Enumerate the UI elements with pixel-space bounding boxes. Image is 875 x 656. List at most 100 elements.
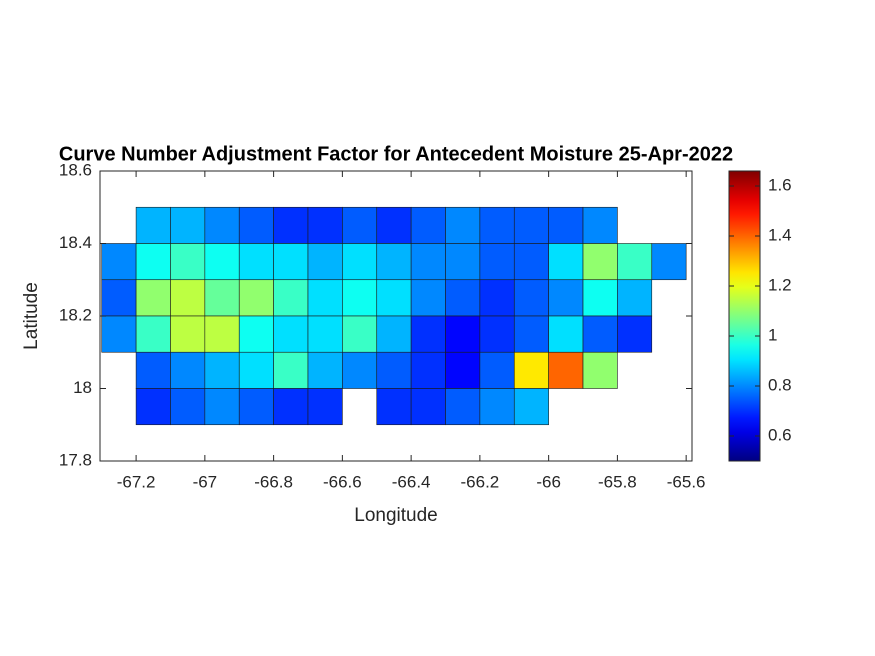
map-cell <box>617 315 653 353</box>
map-cell <box>342 315 378 353</box>
x-tick-label: -66.4 <box>392 472 431 491</box>
map-cell <box>513 351 549 389</box>
map-cell <box>170 315 206 353</box>
map-cell <box>548 279 584 317</box>
map-cell <box>135 388 171 426</box>
x-tick-label: -67 <box>193 472 218 491</box>
map-cell <box>204 315 240 353</box>
map-cell <box>204 388 240 426</box>
map-cell <box>376 279 412 317</box>
map-cell <box>273 243 309 281</box>
chart-title: Curve Number Adjustment Factor for Antec… <box>59 143 733 165</box>
map-cell <box>342 351 378 389</box>
colorbar-tick-label: 0.6 <box>768 425 792 444</box>
map-cell <box>479 243 515 281</box>
map-cell <box>135 279 171 317</box>
map-cell <box>582 315 618 353</box>
map-cell <box>170 351 206 389</box>
map-cell <box>307 279 343 317</box>
map-cell <box>376 351 412 389</box>
x-tick-label: -65.6 <box>667 472 706 491</box>
map-cell <box>307 243 343 281</box>
colorbar-tick-label: 1.6 <box>768 175 792 194</box>
map-cell <box>204 206 240 244</box>
map-cell <box>651 243 687 281</box>
map-cell <box>410 206 446 244</box>
map-cell <box>342 243 378 281</box>
map-cell <box>479 351 515 389</box>
map-cell <box>410 351 446 389</box>
map-cell <box>445 388 481 426</box>
y-tick-label: 18.4 <box>59 233 92 252</box>
map-cell <box>479 206 515 244</box>
map-cell <box>582 351 618 389</box>
map-cell <box>617 279 653 317</box>
y-tick-label: 18.2 <box>59 305 92 324</box>
y-axis-label: Latitude <box>21 282 42 350</box>
map-cell <box>479 315 515 353</box>
map-cell <box>445 351 481 389</box>
map-cell <box>445 206 481 244</box>
map-cell <box>170 243 206 281</box>
map-cell <box>410 315 446 353</box>
map-cell <box>204 243 240 281</box>
map-cell <box>410 243 446 281</box>
colorbar-tick-label: 1.4 <box>768 225 792 244</box>
y-tick-label: 18.6 <box>59 160 92 179</box>
map-cell <box>445 243 481 281</box>
map-cell <box>135 315 171 353</box>
map-cell <box>342 206 378 244</box>
map-cell <box>479 279 515 317</box>
map-cell <box>513 206 549 244</box>
colorbar-tick-label: 0.8 <box>768 375 792 394</box>
map-cell <box>238 315 274 353</box>
map-cell <box>204 279 240 317</box>
x-tick-label: -67.2 <box>117 472 156 491</box>
map-cell <box>548 206 584 244</box>
map-cell <box>273 315 309 353</box>
map-cell <box>238 243 274 281</box>
colorbar-tick-label: 1.2 <box>768 275 792 294</box>
map-cell <box>238 206 274 244</box>
y-tick-label: 18 <box>73 378 92 397</box>
x-axis-label: Longitude <box>354 505 437 526</box>
map-cell <box>445 279 481 317</box>
map-cell <box>170 279 206 317</box>
x-tick-label: -65.8 <box>598 472 637 491</box>
x-tick-label: -66.2 <box>461 472 500 491</box>
map-cell <box>582 206 618 244</box>
map-cells <box>101 206 687 426</box>
map-cell <box>238 351 274 389</box>
map-cell <box>410 388 446 426</box>
map-cell <box>307 315 343 353</box>
map-cell <box>445 315 481 353</box>
map-cell <box>170 388 206 426</box>
map-cell <box>307 351 343 389</box>
map-cell <box>548 351 584 389</box>
x-tick-label: -66.6 <box>323 472 362 491</box>
map-cell <box>135 206 171 244</box>
map-cell <box>582 243 618 281</box>
map-cell <box>479 388 515 426</box>
map-cell <box>582 279 618 317</box>
map-cell <box>101 315 137 353</box>
map-cell <box>376 315 412 353</box>
x-tick-label: -66 <box>536 472 561 491</box>
map-cell <box>101 279 137 317</box>
map-cell <box>342 279 378 317</box>
map-cell <box>170 206 206 244</box>
map-cell <box>548 243 584 281</box>
map-cell <box>513 388 549 426</box>
map-cell <box>273 279 309 317</box>
map-cell <box>513 279 549 317</box>
y-tick-label: 17.8 <box>59 450 92 469</box>
map-cell <box>513 315 549 353</box>
map-cell <box>135 351 171 389</box>
map-cell <box>238 388 274 426</box>
map-cell <box>307 388 343 426</box>
map-cell <box>273 351 309 389</box>
map-cell <box>135 243 171 281</box>
map-cell <box>513 243 549 281</box>
map-cell <box>101 243 137 281</box>
